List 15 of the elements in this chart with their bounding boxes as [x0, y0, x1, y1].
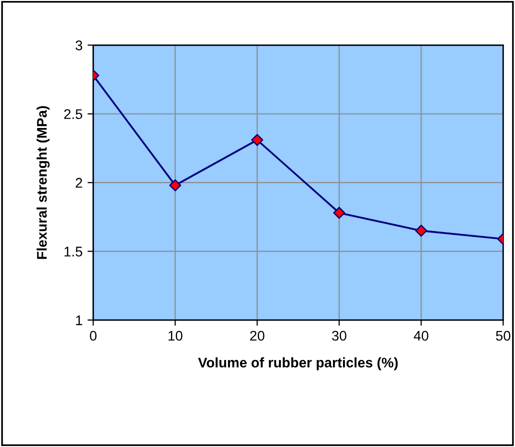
y-tick-label: 2.5 [64, 109, 82, 120]
x-tick-label: 40 [414, 330, 428, 341]
x-tick-label: 20 [250, 330, 264, 341]
y-tick-label: 1 [76, 316, 82, 326]
x-tick-label: 0 [90, 330, 97, 341]
y-axis-title: Flexural strenght (MPa) [36, 106, 50, 259]
x-tick-label: 30 [332, 330, 346, 341]
x-tick-label: 50 [496, 330, 510, 341]
y-tick-label: 3 [76, 40, 82, 50]
point [251, 134, 264, 146]
y-tick-label: 1.5 [64, 246, 82, 256]
y-tick-label: 2 [76, 178, 82, 188]
x-tick-label: 10 [168, 330, 182, 341]
point [333, 206, 346, 219]
x-axis-title: Volume of rubber particles (%) [198, 357, 398, 370]
